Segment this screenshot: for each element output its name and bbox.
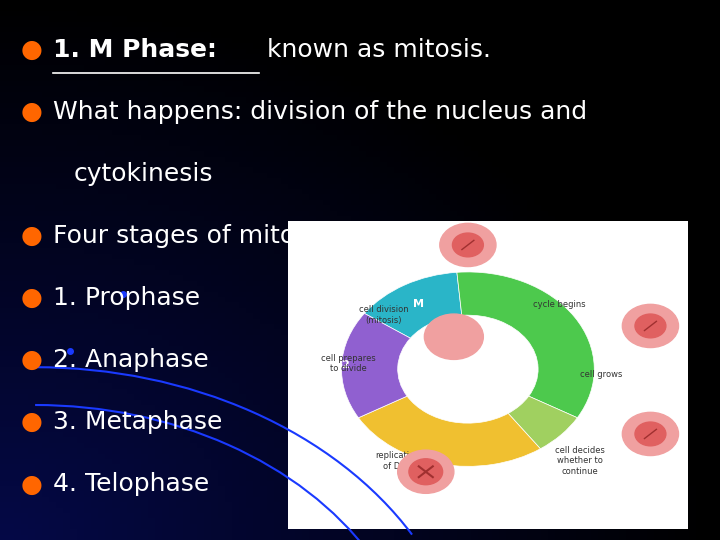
- Text: R: R: [572, 441, 581, 451]
- Text: ●: ●: [21, 286, 43, 310]
- Text: 2. Anaphase: 2. Anaphase: [53, 348, 208, 372]
- Circle shape: [635, 422, 666, 446]
- Text: ●: ●: [21, 472, 43, 496]
- Text: M: M: [413, 299, 424, 309]
- Wedge shape: [364, 272, 462, 338]
- Text: S: S: [433, 470, 441, 480]
- Text: known as mitosis.: known as mitosis.: [258, 38, 491, 62]
- Circle shape: [622, 305, 678, 348]
- Text: cell grows: cell grows: [580, 370, 623, 379]
- Text: ●: ●: [21, 224, 43, 248]
- Circle shape: [452, 233, 483, 257]
- Text: cell decides
whether to
continue: cell decides whether to continue: [555, 446, 606, 476]
- Text: Four stages of mitosis are:: Four stages of mitosis are:: [53, 224, 385, 248]
- Circle shape: [424, 314, 483, 360]
- Wedge shape: [341, 313, 410, 418]
- Text: ●: ●: [21, 410, 43, 434]
- Text: What happens: division of the nucleus and: What happens: division of the nucleus an…: [53, 100, 587, 124]
- Text: cycle begins: cycle begins: [533, 300, 585, 309]
- Text: cell prepares
to divide: cell prepares to divide: [321, 354, 376, 374]
- Text: cytokinesis: cytokinesis: [73, 162, 213, 186]
- Text: 1. Prophase: 1. Prophase: [53, 286, 199, 310]
- Bar: [288, 221, 688, 529]
- Text: ●: ●: [21, 348, 43, 372]
- Text: ●: ●: [21, 38, 43, 62]
- Circle shape: [409, 459, 443, 485]
- Wedge shape: [359, 396, 541, 467]
- Circle shape: [622, 413, 678, 456]
- Text: 1. M Phase:: 1. M Phase:: [53, 38, 217, 62]
- Wedge shape: [457, 272, 594, 418]
- Text: cell division
(mitosis): cell division (mitosis): [359, 306, 408, 325]
- Circle shape: [635, 314, 666, 338]
- Text: G2: G2: [333, 360, 350, 370]
- Text: 4. Telophase: 4. Telophase: [53, 472, 209, 496]
- Wedge shape: [508, 396, 577, 449]
- Text: replication
of DNA: replication of DNA: [375, 451, 420, 471]
- Text: 3. Metaphase: 3. Metaphase: [53, 410, 222, 434]
- Circle shape: [440, 224, 496, 267]
- Circle shape: [397, 450, 454, 494]
- Text: ●: ●: [21, 100, 43, 124]
- Text: G1: G1: [584, 303, 600, 313]
